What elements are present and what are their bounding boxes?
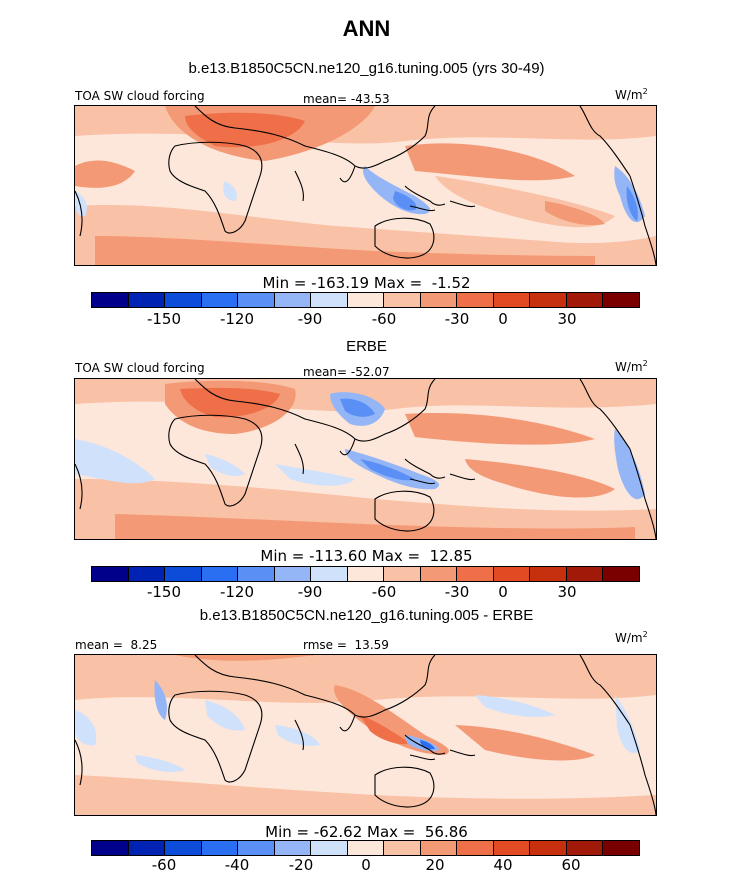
panel-1-minmax: Min = -163.19 Max = -1.52 [262, 274, 471, 292]
panel-3-colorbar-tick: 60 [561, 856, 581, 874]
panel-2-variable-label: TOA SW cloud forcing [75, 361, 205, 375]
panel-2-colorbar-tick: 30 [557, 583, 577, 601]
colorbar-swatch [92, 841, 129, 855]
colorbar-swatch [128, 567, 166, 581]
colorbar-swatch [92, 293, 129, 307]
panel-1-units: W/m2 [615, 87, 648, 102]
colorbar-swatch [420, 567, 458, 581]
panel-2-colorbar-tick: -120 [219, 583, 255, 601]
figure-title: ANN [342, 16, 391, 41]
panel-1-mean-label: mean= -43.53 [303, 92, 390, 106]
colorbar-swatch [238, 567, 275, 581]
panel-3-minmax: Min = -62.62 Max = 56.86 [265, 823, 468, 841]
panel-1-map [74, 105, 657, 266]
colorbar-swatch [384, 567, 421, 581]
colorbar-swatch [238, 293, 275, 307]
panel-3-map-svg [75, 655, 656, 815]
colorbar-swatch [347, 567, 385, 581]
panel-1-colorbar [91, 292, 640, 308]
colorbar-swatch [128, 293, 166, 307]
panel-1-colorbar-tick: 0 [498, 310, 508, 328]
panel-3-colorbar-tick: 0 [361, 856, 371, 874]
colorbar-swatch [493, 293, 531, 307]
colorbar-swatch [530, 841, 567, 855]
colorbar-swatch [311, 567, 348, 581]
panel-3-title: b.e13.B1850C5CN.ne120_g16.tuning.005 - E… [199, 607, 534, 624]
colorbar-swatch [165, 293, 202, 307]
panel-3-units: W/m2 [615, 630, 648, 645]
panel-2-map-svg [75, 379, 656, 539]
colorbar-swatch [274, 567, 312, 581]
panel-2-mean-label: mean= -52.07 [303, 365, 390, 379]
colorbar-swatch [457, 567, 494, 581]
panel-1-map-svg [75, 106, 656, 265]
panel-2-colorbar-tick: -60 [371, 583, 397, 601]
panel-2-map [74, 378, 657, 540]
panel-1-colorbar-tick: 30 [557, 310, 577, 328]
colorbar-swatch [493, 841, 531, 855]
panel-3-colorbar-tick: -20 [288, 856, 314, 874]
colorbar-swatch [384, 841, 421, 855]
colorbar-swatch [566, 841, 604, 855]
panel-3-colorbar-tick: 20 [425, 856, 445, 874]
colorbar-swatch [603, 293, 639, 307]
colorbar-swatch [201, 293, 239, 307]
panel-1-variable-label: TOA SW cloud forcing [75, 89, 205, 103]
panel-3-colorbar [91, 840, 640, 856]
colorbar-swatch [493, 567, 531, 581]
colorbar-swatch [347, 293, 385, 307]
colorbar-swatch [92, 567, 129, 581]
panel-1-title: b.e13.B1850C5CN.ne120_g16.tuning.005 (yr… [188, 60, 545, 77]
panel-1-colorbar-tick: -90 [297, 310, 323, 328]
colorbar-swatch [384, 293, 421, 307]
colorbar-swatch [347, 841, 385, 855]
panel-3-mean-label: mean = 8.25 [75, 638, 158, 652]
colorbar-swatch [530, 293, 567, 307]
colorbar-swatch [311, 841, 348, 855]
panel-2-title: ERBE [346, 338, 387, 355]
colorbar-swatch [274, 841, 312, 855]
panel-2-colorbar-tick: -150 [146, 583, 182, 601]
panel-2-units: W/m2 [615, 359, 648, 374]
panel-2-colorbar-tick: -30 [444, 583, 470, 601]
panel-3-rmse-label: rmse = 13.59 [303, 638, 389, 652]
panel-3-colorbar-tick: 40 [493, 856, 513, 874]
colorbar-swatch [165, 567, 202, 581]
panel-2-colorbar-tick: 0 [498, 583, 508, 601]
colorbar-swatch [420, 293, 458, 307]
colorbar-swatch [274, 293, 312, 307]
panel-1-colorbar-tick: -150 [146, 310, 182, 328]
panel-1-colorbar-tick: -30 [444, 310, 470, 328]
colorbar-swatch [201, 841, 239, 855]
panel-3-colorbar-tick: -40 [224, 856, 250, 874]
colorbar-swatch [311, 293, 348, 307]
colorbar-swatch [530, 567, 567, 581]
colorbar-swatch [457, 293, 494, 307]
colorbar-swatch [201, 567, 239, 581]
panel-1-colorbar-tick: -60 [371, 310, 397, 328]
colorbar-swatch [603, 841, 639, 855]
panel-2-colorbar-tick: -90 [297, 583, 323, 601]
colorbar-swatch [566, 293, 604, 307]
colorbar-swatch [420, 841, 458, 855]
colorbar-swatch [165, 841, 202, 855]
panel-3-map [74, 654, 657, 816]
colorbar-swatch [603, 567, 639, 581]
panel-3-colorbar-tick: -60 [151, 856, 177, 874]
colorbar-swatch [457, 841, 494, 855]
panel-2-colorbar [91, 566, 640, 582]
panel-2-minmax: Min = -113.60 Max = 12.85 [260, 547, 473, 565]
colorbar-swatch [238, 841, 275, 855]
colorbar-swatch [566, 567, 604, 581]
panel-1-colorbar-tick: -120 [219, 310, 255, 328]
colorbar-swatch [128, 841, 166, 855]
